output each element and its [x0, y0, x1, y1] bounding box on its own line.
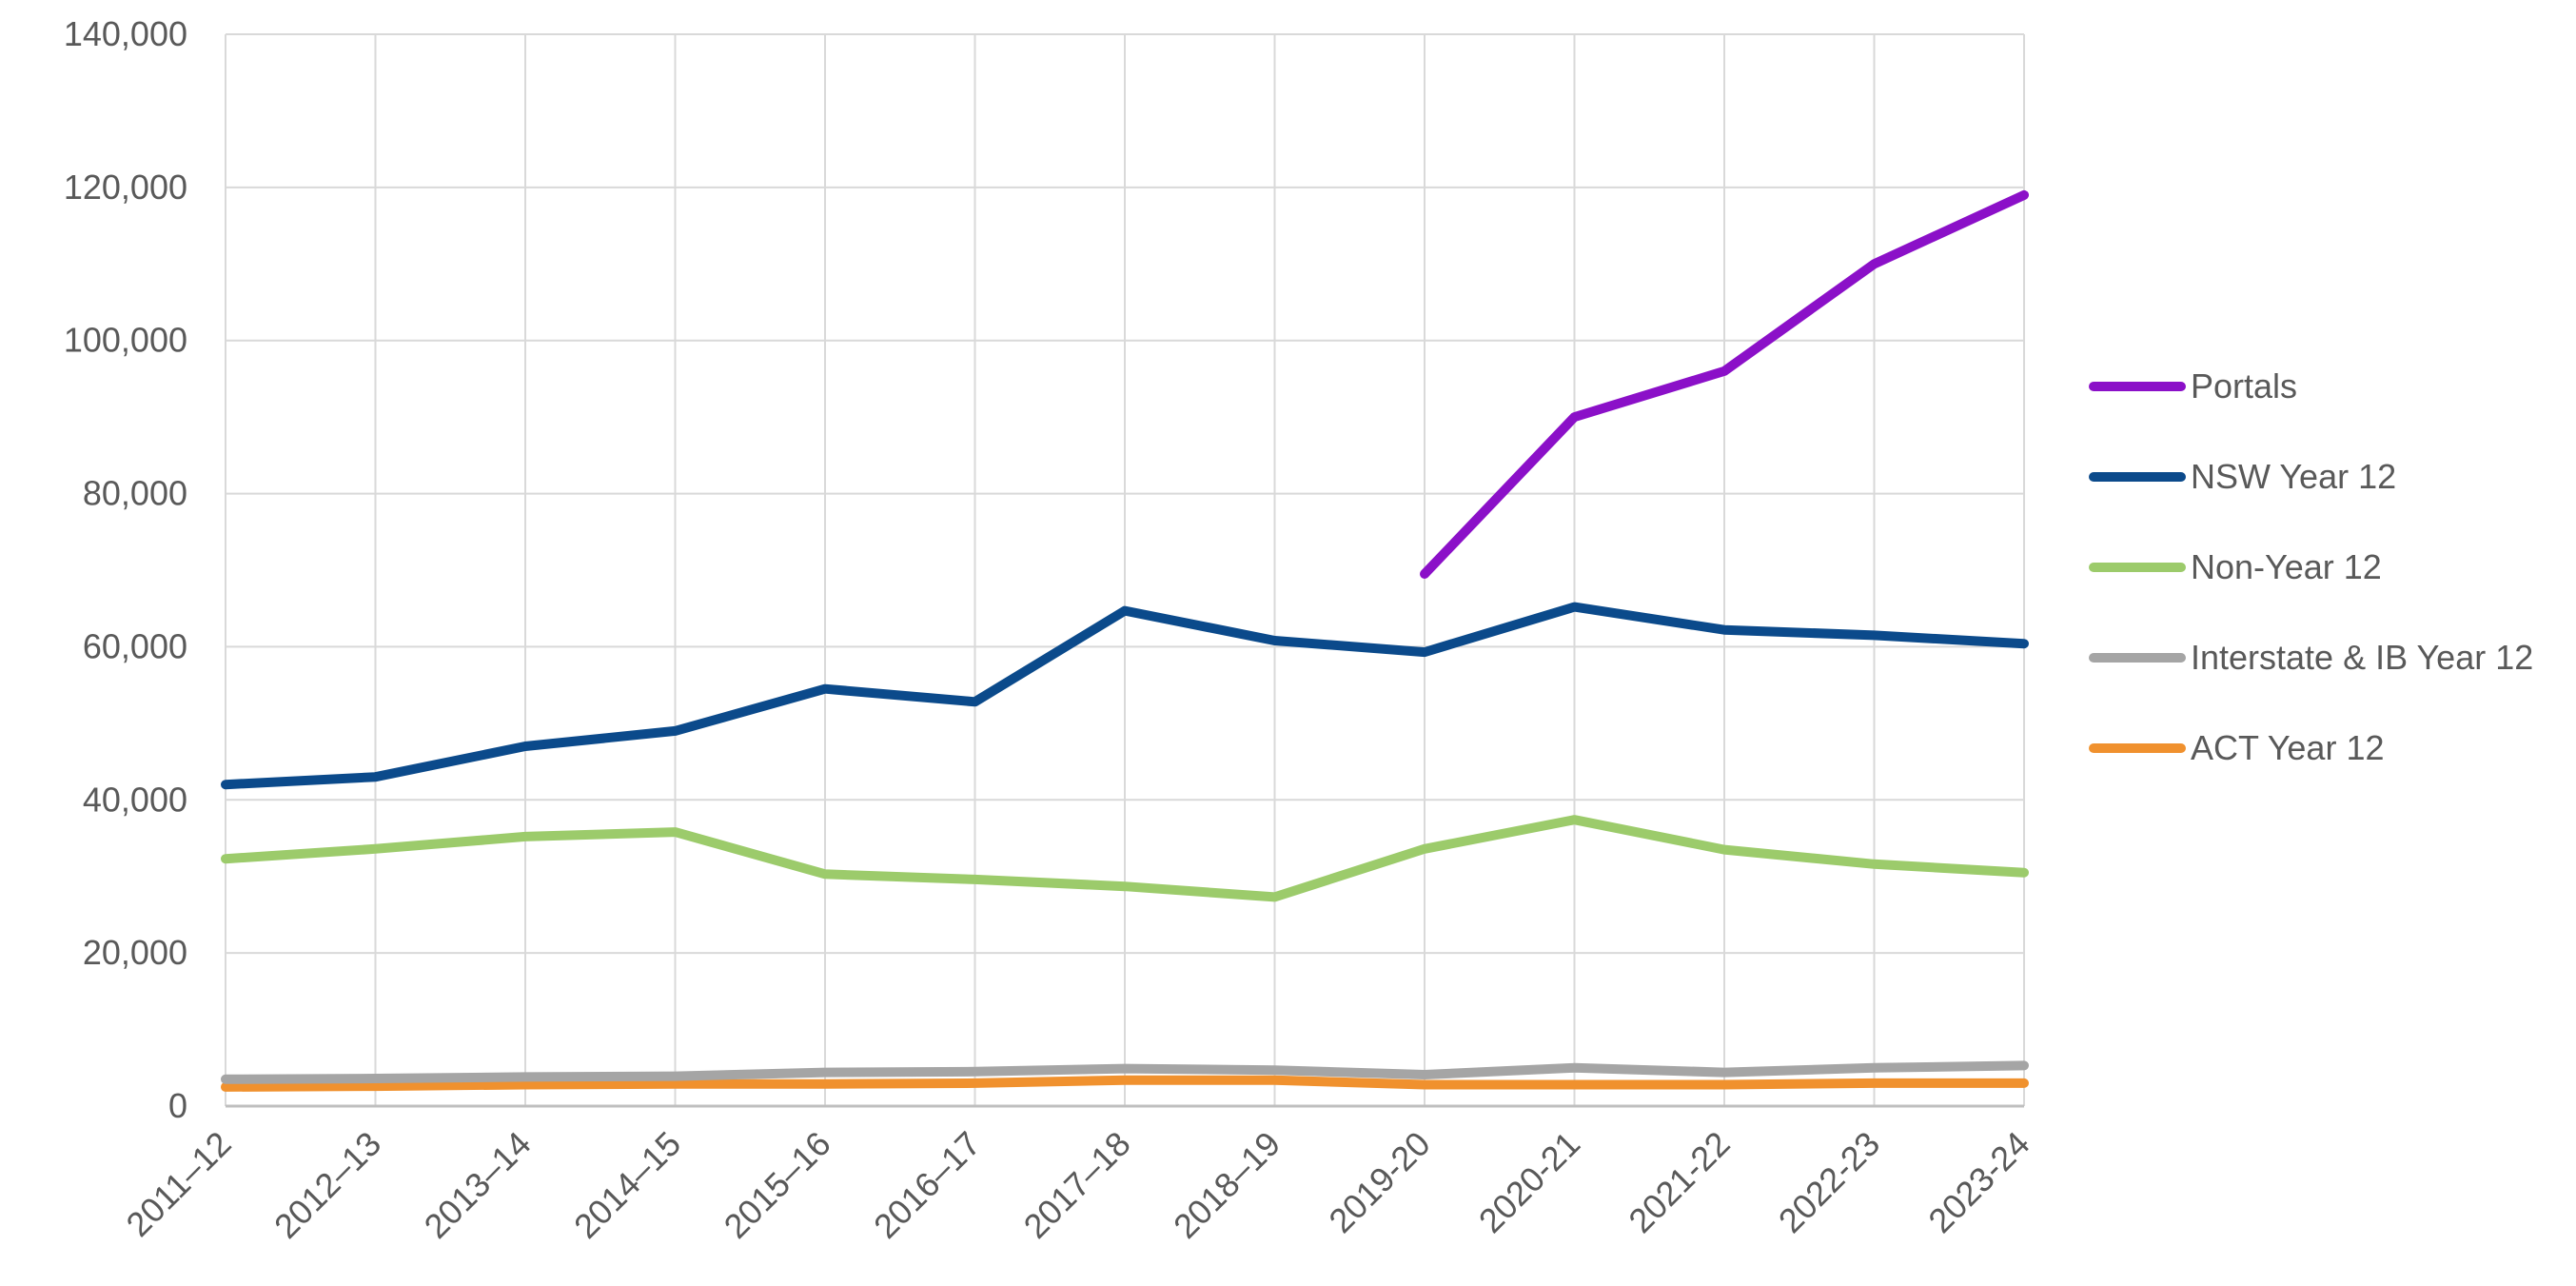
y-tick-label: 40,000 — [83, 780, 187, 819]
x-tick-label: 2016–17 — [866, 1124, 988, 1246]
legend: Portals NSW Year 12 Non-Year 12 Interstate … — [2089, 366, 2533, 767]
gridlines — [225, 33, 2025, 1106]
y-tick-label: 80,000 — [83, 474, 187, 513]
series-line-portals — [1420, 189, 2029, 579]
legend-label-portals: Portals — [2191, 366, 2297, 406]
x-tick-label: 2020-21 — [1471, 1124, 1587, 1240]
y-tick-label: 140,000 — [64, 14, 187, 53]
legend-label-non-year-12: Non-Year 12 — [2191, 547, 2382, 586]
y-tick-label: 0 — [168, 1086, 187, 1125]
series-line-act-year-12 — [221, 1075, 2029, 1092]
x-axis-tick-labels: 2011–12 2012–13 2013–14 2014–15 2015–16 2016–… — [118, 1124, 2036, 1246]
x-tick-label: 2014–15 — [566, 1124, 688, 1246]
x-tick-label: 2012–13 — [266, 1124, 388, 1246]
y-tick-label: 60,000 — [83, 626, 187, 665]
legend-label-interstate-ib-year-12: Interstate & IB Year 12 — [2191, 638, 2533, 677]
y-tick-label: 120,000 — [64, 168, 187, 207]
legend-label-act-year-12: ACT Year 12 — [2191, 728, 2384, 767]
series-line-nsw-year-12 — [221, 602, 2029, 790]
x-tick-label: 2017–18 — [1016, 1124, 1138, 1246]
x-tick-label: 2023-24 — [1920, 1124, 2036, 1240]
series-line-interstate-ib-year-12 — [221, 1060, 2029, 1084]
series-lines — [221, 189, 2029, 1092]
legend-label-nsw-year-12: NSW Year 12 — [2191, 457, 2396, 496]
x-tick-label: 2013–14 — [417, 1124, 539, 1246]
x-tick-label: 2022-23 — [1771, 1124, 1887, 1240]
x-tick-label: 2015–16 — [717, 1124, 838, 1246]
y-tick-label: 20,000 — [83, 933, 187, 972]
x-tick-label: 2021-22 — [1621, 1124, 1737, 1240]
series-line-non-year-12 — [221, 815, 2029, 902]
y-axis-tick-labels: 0 20,000 40,000 60,000 80,000 100,000 120,000 1… — [64, 14, 187, 1125]
x-tick-label: 2018–19 — [1166, 1124, 1288, 1246]
y-tick-label: 100,000 — [64, 321, 187, 360]
x-tick-label: 2011–12 — [118, 1124, 238, 1244]
x-tick-label: 2019-20 — [1321, 1124, 1437, 1240]
